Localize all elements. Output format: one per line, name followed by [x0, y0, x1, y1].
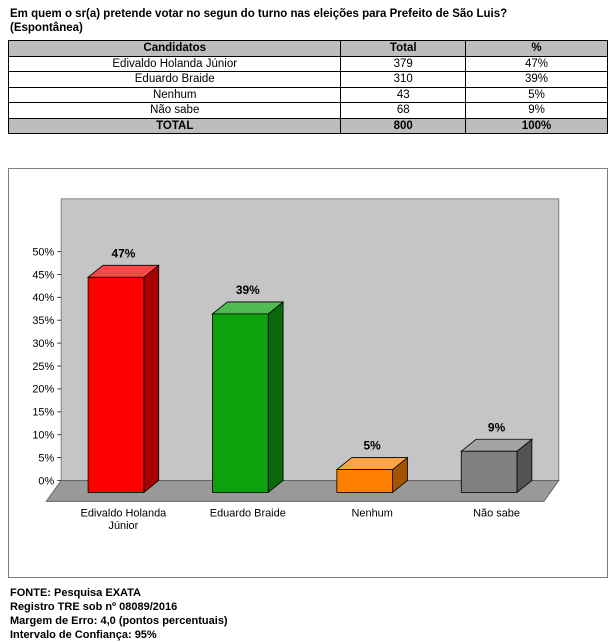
- x-axis-label: Não sabe: [473, 507, 520, 519]
- bar-side: [267, 301, 284, 494]
- y-axis-label: 25%: [32, 361, 54, 373]
- cell-total-value: 800: [340, 117, 467, 134]
- bar-front: [460, 450, 518, 493]
- y-axis-label: 15%: [32, 407, 54, 419]
- footer-fonte: FONTE: Pesquisa EXATA: [10, 587, 142, 599]
- y-axis-label: 20%: [32, 384, 54, 396]
- results-table: Candidatos Total % Edivaldo Holanda Júni…: [7, 40, 608, 134]
- bar-front: [336, 469, 393, 493]
- y-axis-label: 10%: [32, 429, 54, 441]
- y-axis-label: 45%: [32, 269, 54, 281]
- y-axis-label: 30%: [32, 338, 54, 350]
- cell-total-percent: 100%: [465, 117, 608, 134]
- x-axis-label: Nenhum: [352, 507, 393, 519]
- cell-percent: 47%: [465, 55, 608, 72]
- cell-candidate: Edivaldo Holanda Júnior: [7, 55, 342, 72]
- table-row: Eduardo Braide 310 39%: [7, 71, 608, 88]
- x-axis-label: Edivaldo Holanda: [81, 507, 168, 519]
- bar-front: [212, 313, 269, 493]
- cell-percent: 39%: [465, 71, 608, 88]
- title-line-2: (Espontânea): [10, 21, 83, 34]
- footer-intervalo: Intervalo de Confiança: 95%: [10, 629, 157, 641]
- y-axis-label: 40%: [32, 292, 54, 304]
- bar-value-label: 9%: [488, 420, 506, 434]
- chart-container: 0% 5% 10% 15% 20% 25% 30% 35% 40% 45% 50% 47% Edival…: [8, 168, 608, 578]
- cell-percent: 5%: [465, 86, 608, 103]
- title-line-1: Em quem o sr(a) pretende votar no segun …: [10, 8, 508, 20]
- cell-candidate: Eduardo Braide: [7, 71, 342, 88]
- col-header-candidatos: Candidatos: [7, 40, 342, 57]
- cell-total: 310: [340, 71, 467, 88]
- page-title: Em quem o sr(a) pretende votar no segun …: [8, 6, 608, 40]
- y-axis-label: 0%: [38, 475, 54, 487]
- table-row: Edivaldo Holanda Júnior 379 47%: [7, 55, 608, 72]
- footer: FONTE: Pesquisa EXATA Registro TRE sob n…: [8, 586, 608, 642]
- cell-total: 68: [340, 102, 467, 119]
- bar-front: [87, 276, 145, 493]
- footer-registro: Registro TRE sob nº 08089/2016: [10, 601, 178, 613]
- cell-percent: 9%: [465, 102, 608, 119]
- table-row: Não sabe 68 9%: [7, 102, 608, 119]
- col-header-total: Total: [340, 40, 467, 57]
- cell-total-label: TOTAL: [7, 117, 342, 134]
- bar-side: [143, 264, 160, 494]
- cell-total: 379: [340, 55, 467, 72]
- x-axis-label: Júnior: [109, 520, 139, 532]
- bar-value-label: 39%: [236, 283, 260, 297]
- footer-margem: Margem de Erro: 4,0 (pontos percentuais): [10, 615, 228, 627]
- bar-chart-svg: 0% 5% 10% 15% 20% 25% 30% 35% 40% 45% 50% 47% Edival…: [32, 198, 560, 532]
- bar-value-label: 5%: [364, 439, 382, 453]
- table-total-row: TOTAL 800 100%: [7, 117, 608, 134]
- cell-candidate: Nenhum: [7, 86, 342, 103]
- bar-value-label: 47%: [111, 246, 135, 260]
- table-row: Nenhum 43 5%: [7, 86, 608, 103]
- x-axis-label: Eduardo Braide: [210, 507, 286, 519]
- col-header-percent: %: [465, 40, 608, 57]
- y-axis-label: 50%: [32, 246, 54, 258]
- y-axis-label: 35%: [32, 315, 54, 327]
- cell-candidate: Não sabe: [7, 102, 342, 119]
- cell-total: 43: [340, 86, 467, 103]
- table-header-row: Candidatos Total %: [7, 40, 608, 57]
- y-axis-label: 5%: [38, 452, 54, 464]
